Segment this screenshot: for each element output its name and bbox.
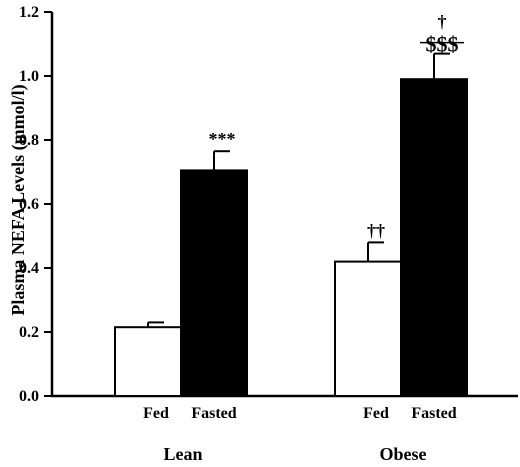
bar-obese-fed [334,260,402,397]
y-tick-label: 0.8 [19,132,39,149]
significance-label: $$$ [426,32,459,57]
significance-label-top: † [438,12,447,32]
y-tick-label: 0.6 [19,196,39,213]
bar-lean-fasted [180,169,248,397]
significance-label: *** [209,129,236,149]
group-label-lean: Lean [163,444,202,464]
y-tick-label: 0.2 [19,324,39,341]
bar-lean-fed [114,326,182,398]
group-label-obese: Obese [380,444,427,464]
significance-label: †† [367,220,385,240]
y-tick-label: 0.4 [19,260,39,277]
x-category-label: Fasted [411,405,456,422]
y-tick-label: 1.0 [19,68,39,85]
x-category-label: Fasted [191,405,236,422]
x-category-label: Fed [363,405,389,422]
y-tick-label: 1.2 [19,4,39,21]
y-tick-label: 0.0 [19,388,39,405]
x-category-label: Fed [143,405,169,422]
bar-obese-fasted [400,78,468,397]
y-axis-label: Plasma NEFA Levels (mmol/l) [8,84,29,315]
